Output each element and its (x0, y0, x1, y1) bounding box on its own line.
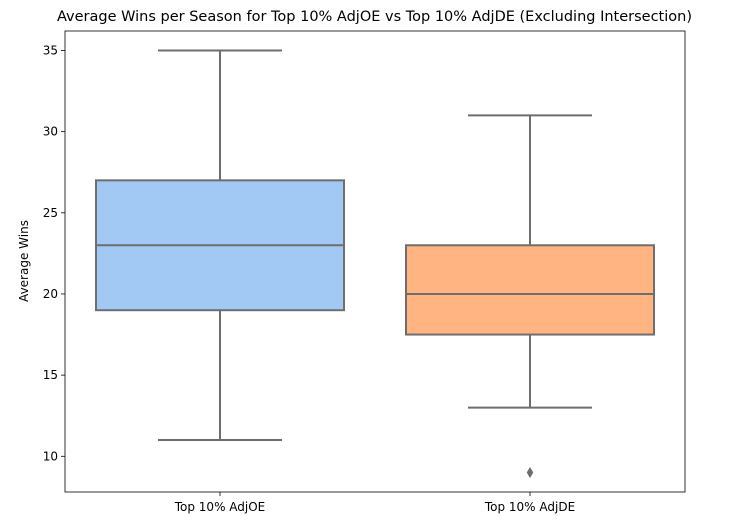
x-tick-label: Top 10% AdjDE (484, 500, 575, 514)
plot-area-frame (64, 30, 686, 493)
y-tick-label: 20 (43, 287, 58, 301)
x-tick-label: Top 10% AdjOE (174, 500, 266, 514)
y-tick-label: 35 (43, 43, 58, 57)
y-axis-ticks: 10 15 20 25 30 35 (43, 43, 65, 463)
iqr-box (405, 244, 655, 336)
x-axis-ticks: Top 10% AdjOE Top 10% AdjDE (174, 492, 575, 514)
y-tick-label: 15 (43, 368, 58, 382)
y-tick-label: 25 (43, 206, 58, 220)
y-tick-label: 30 (43, 125, 58, 139)
y-tick-label: 10 (43, 449, 58, 463)
y-axis-label: Average Wins (17, 220, 31, 302)
box-group (405, 114, 655, 479)
outlier-point (526, 466, 534, 479)
box-group (95, 49, 345, 442)
chart-title: Average Wins per Season for Top 10% AdjO… (57, 9, 692, 25)
box-series (95, 49, 655, 479)
